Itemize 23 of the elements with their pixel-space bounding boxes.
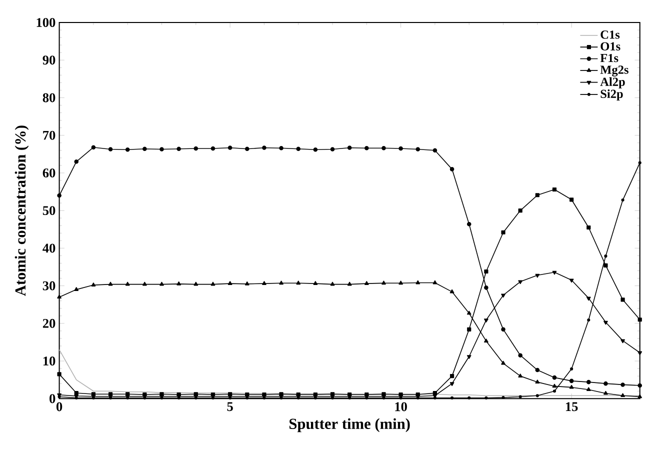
legend-label: Si2p <box>600 90 623 101</box>
y-tick-label: 70 <box>43 130 56 140</box>
y-axis-title: Atomic concentration (%) <box>14 126 29 296</box>
y-tick-label: 50 <box>42 206 56 216</box>
y-tick-label: 10 <box>43 356 56 366</box>
legend-label: F1s <box>600 54 618 62</box>
x-tick-label: 5 <box>227 402 233 412</box>
x-tick-label: 15 <box>566 402 578 412</box>
legend-label: Mg2s <box>600 66 628 77</box>
y-tick-label: 40 <box>42 244 56 253</box>
y-tick-label: 100 <box>36 18 56 28</box>
legend-label: C1s <box>600 30 620 39</box>
y-tick-label: 30 <box>42 281 56 290</box>
x-tick-label: 0 <box>56 402 62 412</box>
y-tick-label: 20 <box>42 319 56 328</box>
legend-label: Al2p <box>600 77 625 89</box>
x-axis-title: Sputter time (min) <box>290 418 410 432</box>
y-tick-label: 90 <box>42 56 56 65</box>
y-tick-label: 60 <box>42 168 56 178</box>
y-tick-label: 0 <box>50 394 56 404</box>
y-tick-label: 80 <box>42 93 56 102</box>
x-tick-label: 10 <box>395 402 407 412</box>
legend-label: O1s <box>600 42 620 51</box>
